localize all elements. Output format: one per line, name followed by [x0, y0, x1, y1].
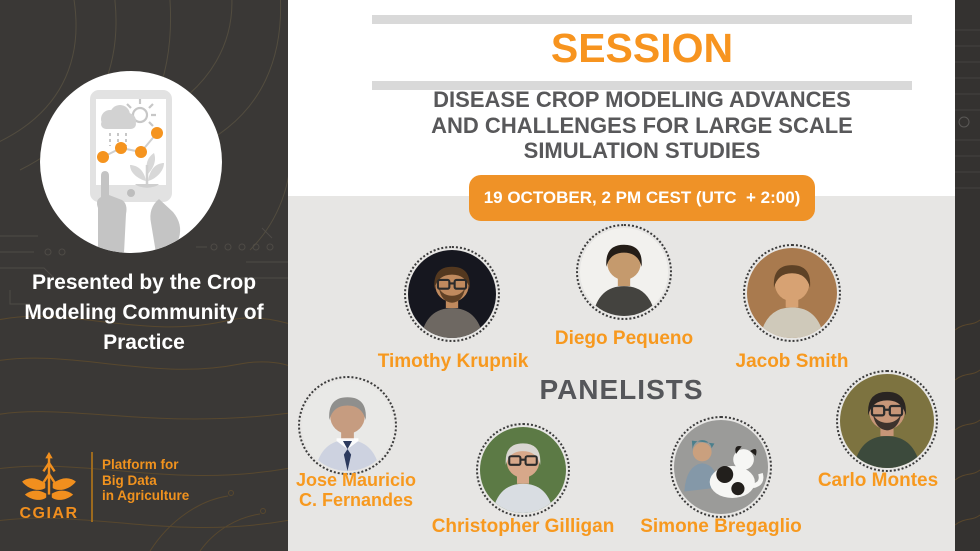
left-panel: Presented by the Crop Modeling Community… [0, 0, 288, 551]
cgiar-wheat-icon [22, 451, 76, 500]
panelist-name: Jose Mauricio C. Fernandes [295, 470, 417, 510]
logo-tagline: Platform for Big Data in Agriculture [102, 457, 189, 504]
tagline-line: in Agriculture [102, 488, 190, 503]
rain-cloud-icon [101, 105, 136, 129]
chart-dots-icon [97, 127, 163, 163]
datetime-badge: 19 OCTOBER, 2 PM CEST (UTC + 2:00) [469, 175, 815, 221]
panelist-photo [576, 224, 672, 320]
tablet-illustration [40, 71, 222, 253]
plant-icon [130, 153, 164, 181]
panelist-name: Timothy Krupnik [377, 351, 529, 372]
presented-by-text: Presented by the Crop Modeling Community… [24, 271, 264, 354]
contour-pattern-decoration [955, 29, 980, 526]
rain-icon [109, 133, 127, 146]
panelist-name: Christopher Gilligan [431, 516, 615, 537]
cgiar-logo: CGIAR Platform for Big Data in Agricultu… [19, 448, 275, 532]
right-edge-strip [955, 0, 980, 551]
panelist-photo [836, 370, 938, 472]
panelist-photo [404, 246, 500, 342]
title-line: DISEASE CROP MODELING ADVANCES [433, 87, 851, 112]
main-content: SESSION DISEASE CROP MODELING ADVANCES A… [288, 0, 955, 551]
tagline-line: Big Data [102, 472, 157, 488]
panelist-name: Carlo Montes [817, 470, 939, 491]
panelist-name: Simone Bregaglio [640, 516, 802, 537]
title-line: AND CHALLENGES FOR LARGE SCALE [431, 112, 853, 138]
logo-divider [91, 452, 93, 522]
panelist-name: Jacob Smith [735, 351, 849, 372]
circuit-pattern-decoration [0, 0, 288, 551]
cgiar-wordmark: CGIAR [19, 505, 79, 522]
panelists-heading: PANELISTS [539, 374, 704, 405]
tagline-line: Platform for [102, 457, 179, 472]
divider-bar-bottom [372, 81, 912, 90]
panelist-photo [670, 416, 772, 518]
panelist-photo [743, 244, 841, 342]
session-label: SESSION [550, 25, 734, 71]
title-line: SIMULATION STUDIES [523, 138, 761, 163]
panelist-photo [298, 376, 397, 475]
header-background [288, 0, 955, 196]
hands-icon [97, 171, 181, 253]
divider-bar-top [372, 15, 912, 24]
panelist-photo [476, 423, 570, 517]
panelist-name: Diego Pequeno [554, 328, 694, 349]
session-title: DISEASE CROP MODELING ADVANCES AND CHALL… [372, 87, 912, 164]
